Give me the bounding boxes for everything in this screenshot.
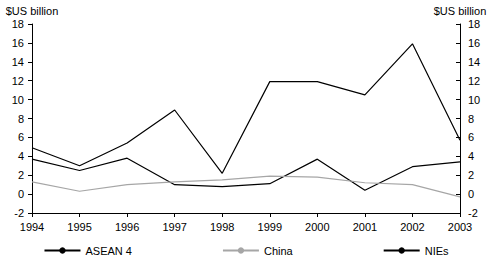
svg-text:8: 8 [18,113,24,125]
svg-text:4: 4 [18,150,24,162]
svg-text:-2: -2 [14,207,24,219]
svg-text:2: 2 [468,169,474,181]
svg-text:$US billion: $US billion [434,5,487,17]
svg-text:18: 18 [12,18,24,30]
svg-text:10: 10 [12,94,24,106]
svg-text:1997: 1997 [162,221,186,233]
svg-text:2001: 2001 [353,221,377,233]
svg-text:14: 14 [12,56,24,68]
svg-text:18: 18 [468,18,480,30]
svg-text:8: 8 [468,113,474,125]
svg-text:6: 6 [18,131,24,143]
svg-text:16: 16 [468,37,480,49]
svg-text:1998: 1998 [210,221,234,233]
svg-text:-2: -2 [468,207,478,219]
svg-text:ASEAN 4: ASEAN 4 [85,245,131,257]
svg-text:4: 4 [468,150,474,162]
svg-text:$US billion: $US billion [6,5,59,17]
svg-text:1996: 1996 [115,221,139,233]
svg-text:1999: 1999 [258,221,282,233]
svg-text:14: 14 [468,56,480,68]
svg-text:12: 12 [468,75,480,87]
svg-text:1994: 1994 [20,221,44,233]
svg-text:2: 2 [18,169,24,181]
svg-text:2000: 2000 [305,221,329,233]
svg-text:2002: 2002 [400,221,424,233]
svg-text:NIEs: NIEs [425,245,449,257]
svg-text:10: 10 [468,94,480,106]
svg-text:China: China [264,245,294,257]
svg-text:2003: 2003 [448,221,472,233]
svg-text:0: 0 [18,188,24,200]
svg-text:1995: 1995 [67,221,91,233]
svg-text:6: 6 [468,131,474,143]
svg-text:0: 0 [468,188,474,200]
svg-text:16: 16 [12,37,24,49]
svg-text:12: 12 [12,75,24,87]
